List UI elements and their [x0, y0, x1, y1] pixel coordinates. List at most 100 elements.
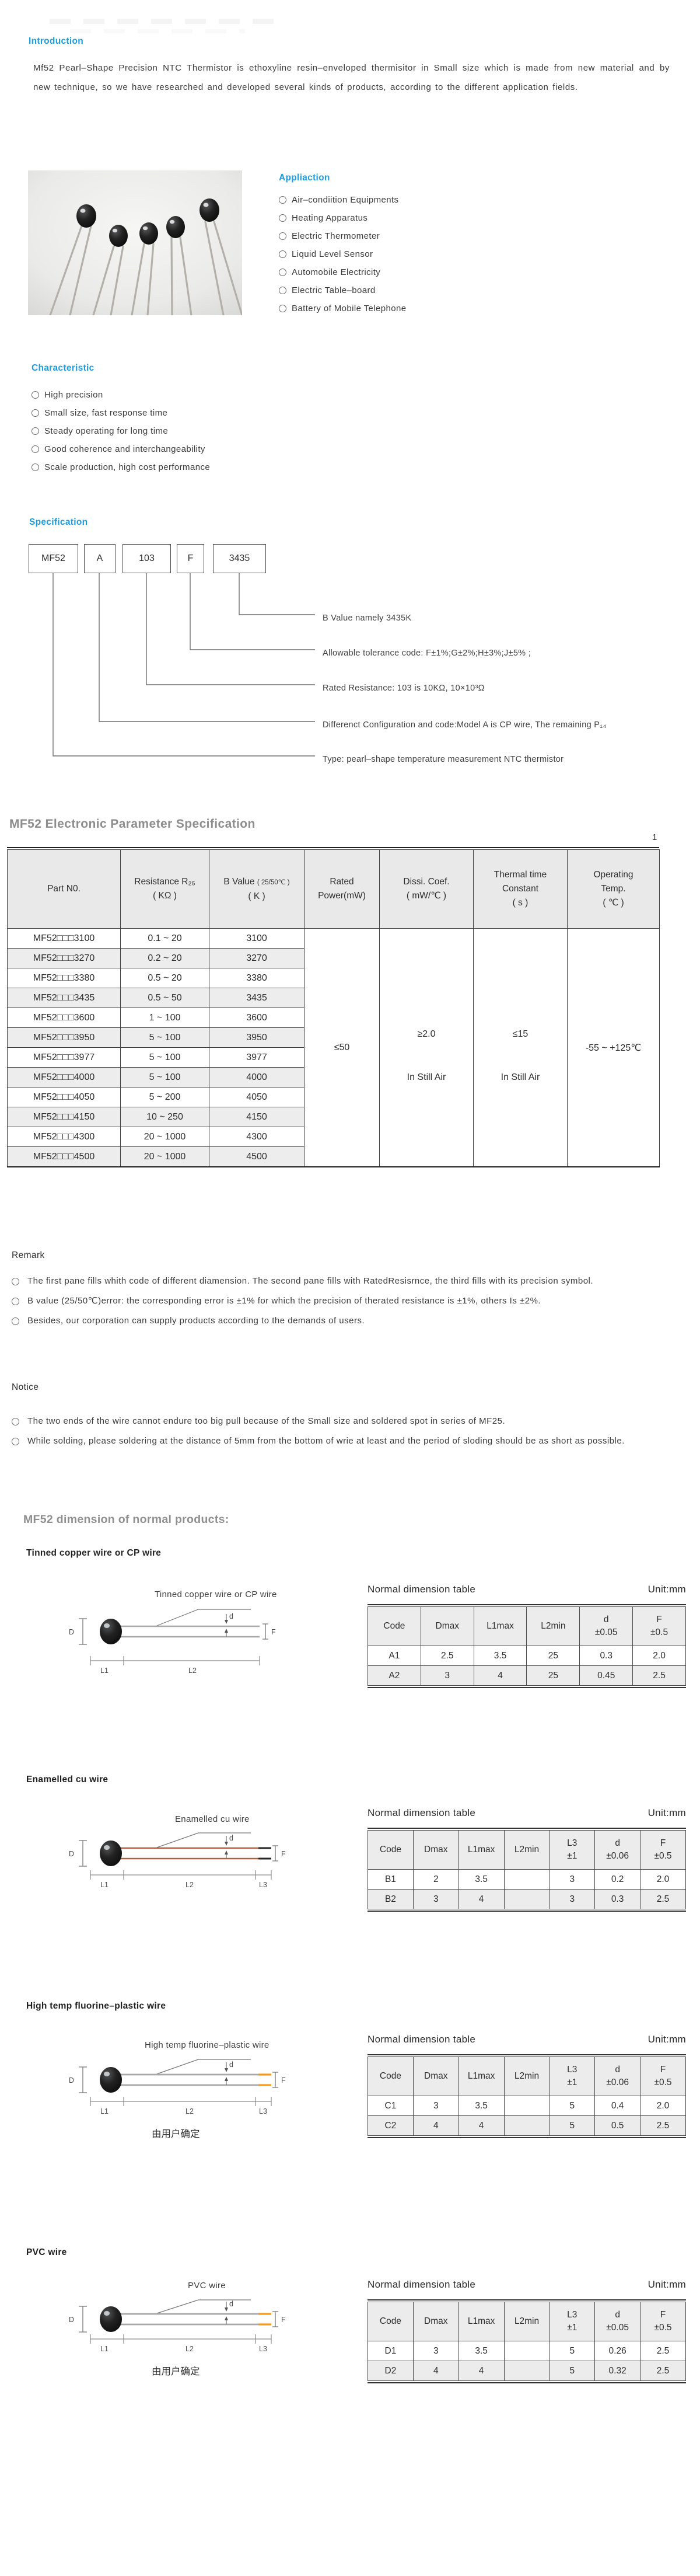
table-header-row: Code Dmax L1max L2min L3 ±1 d ±0.06 F ±0.5: [368, 1830, 686, 1870]
rated-power-value: ≤50: [304, 928, 380, 1167]
characteristic-list: High precision Small size, fast response…: [32, 390, 210, 472]
dim-label-d: d: [229, 1834, 233, 1842]
col-operating: Operating Temp. ( ℃ ): [567, 849, 660, 929]
dim-label-L3: L3: [259, 2107, 267, 2115]
table-row: MF52□□□4300 20 ~ 1000 4300: [7, 1127, 660, 1147]
circle-bullet-icon: [12, 1418, 19, 1425]
table-row: C1 3 3.5 5 0.4 2.0: [368, 2096, 686, 2116]
dim-label-F: F: [271, 1628, 276, 1636]
circle-bullet-icon: [32, 445, 39, 453]
callout-type: Type: pearl–shape temperature measuremen…: [323, 755, 564, 764]
table-row: MF52□□□4500 20 ~ 1000 4500: [7, 1146, 660, 1167]
dim-label-L3: L3: [259, 2345, 267, 2353]
notice-heading: Notice: [12, 1382, 39, 1392]
spec-connector-lines: [0, 573, 700, 777]
table-row: MF52□□□3977 5 ~ 100 3977: [7, 1047, 660, 1068]
list-item: Air–condiition Equipments: [279, 195, 406, 205]
circle-bullet-icon: [12, 1298, 19, 1305]
callout-resistance: Rated Resistance: 103 is 10KΩ, 10×10³Ω: [323, 684, 485, 693]
circle-bullet-icon: [279, 250, 286, 258]
unit-label: Unit:mm: [648, 2034, 686, 2045]
section-heading-fluorine: High temp fluorine–plastic wire: [26, 2001, 166, 2011]
diagram-label: PVC wire: [188, 2281, 226, 2291]
notice-list: The two ends of the wire cannot endure t…: [12, 1411, 664, 1451]
thermistor-photo: [28, 170, 243, 318]
dim-label-L2: L2: [186, 2345, 194, 2353]
spec-box-f: F: [177, 544, 204, 573]
circle-bullet-icon: [32, 391, 39, 399]
diagram-pvc-wire: PVC wire D d F L1 L2 L3 由用户确定: [23, 2270, 338, 2386]
table-title: Normal dimension table: [368, 1584, 476, 1595]
diagram-enamelled-wire: Enamelled cu wire D d F L1 L2 L3: [23, 1804, 338, 1894]
table-header-row: Part N0. Resistance R₂₅ ( KΩ ) B Value (…: [7, 849, 660, 929]
circle-bullet-icon: [32, 427, 39, 435]
circle-bullet-icon: [12, 1317, 19, 1325]
list-item: Electric Table–board: [279, 285, 406, 295]
dim-label-L1: L1: [100, 1881, 108, 1889]
circle-bullet-icon: [32, 409, 39, 417]
remark-heading: Remark: [12, 1250, 45, 1260]
circle-bullet-icon: [279, 196, 286, 204]
dim-label-F: F: [281, 2076, 286, 2084]
table-row: C2 4 4 5 0.5 2.5: [368, 2115, 686, 2136]
dim-label-L3: L3: [259, 1881, 267, 1889]
table-header-row: Code Dmax L1max L2min d ±0.05 F ±0.5: [368, 1606, 686, 1646]
characteristic-heading: Characteristic: [32, 363, 94, 373]
dim-label-F: F: [281, 1850, 286, 1858]
list-item: Small size, fast response time: [32, 408, 210, 418]
callout-bvalue: B Value namely 3435K: [323, 614, 412, 623]
page-number: 1: [652, 832, 657, 842]
spec-box-103: 103: [123, 544, 171, 573]
dim-label-D: D: [69, 1850, 74, 1858]
callout-config: Differenct Configuration and code:Model …: [323, 720, 607, 730]
spec-box-a: A: [84, 544, 116, 573]
dim-label-D: D: [69, 2316, 74, 2324]
circle-bullet-icon: [279, 269, 286, 276]
table-header-row: Code Dmax L1max L2min L3 ±1 d ±0.05 F ±0.5: [368, 2302, 686, 2341]
table-row: D1 3 3.5 5 0.26 2.5: [368, 2341, 686, 2361]
intro-heading: Introduction: [29, 36, 83, 46]
specification-heading: Specification: [29, 517, 88, 527]
circle-bullet-icon: [279, 214, 286, 222]
circle-bullet-icon: [12, 1438, 19, 1445]
list-item: Liquid Level Sensor: [279, 249, 406, 259]
diagram-tinned-wire: Tinned copper wire or CP wire D d F L1 L…: [23, 1579, 338, 1680]
logo-remnant-2: [70, 29, 245, 33]
intro-paragraph: Mf52 Pearl–Shape Precision NTC Thermisto…: [33, 63, 670, 92]
list-item: Good coherence and interchangeability: [32, 444, 210, 454]
dimension-table-pvc: Normal dimension table Unit:mm Code Dmax…: [368, 2279, 686, 2383]
col-part: Part N0.: [7, 849, 121, 929]
application-heading: Appliaction: [279, 173, 330, 183]
dim-label-d: d: [229, 1612, 233, 1620]
diagram-label: Enamelled cu wire: [175, 1814, 250, 1824]
list-item: Steady operating for long time: [32, 426, 210, 436]
circle-bullet-icon: [279, 305, 286, 312]
dim-label-L1: L1: [100, 2345, 108, 2353]
unit-label: Unit:mm: [648, 1584, 686, 1595]
callout-tolerance: Allowable tolerance code: F±1%;G±2%;H±3%…: [323, 649, 531, 658]
section-heading-enamelled: Enamelled cu wire: [26, 1775, 108, 1784]
list-item: Electric Thermometer: [279, 231, 406, 241]
col-resistance: Resistance R₂₅ ( KΩ ): [120, 849, 209, 929]
dim-label-d: d: [229, 2061, 233, 2069]
table-row: MF52□□□3100 0.1 ~ 20 3100 ≤50 ≥2.0 In Sti…: [7, 928, 660, 1167]
list-item: Automobile Electricity: [279, 267, 406, 277]
unit-label: Unit:mm: [648, 1807, 686, 1818]
dim-label-F: F: [281, 2316, 286, 2324]
dimensions-heading: MF52 dimension of normal products:: [23, 1513, 229, 1526]
user-defined-note: 由用户确定: [152, 2128, 200, 2139]
table-row: A2 3 4 25 0.45 2.5: [368, 1665, 686, 1686]
table-row: MF52□□□3950 5 ~ 100 3950: [7, 1027, 660, 1048]
notice-item: While solding, please soldering at the d…: [12, 1431, 664, 1451]
table-row: D2 4 4 5 0.32 2.5: [368, 2361, 686, 2381]
dim-label-L1: L1: [100, 1667, 108, 1675]
list-item: Battery of Mobile Telephone: [279, 304, 406, 313]
list-item: High precision: [32, 390, 210, 400]
col-dissi-coef: Dissi. Coef. ( mW/℃ ): [379, 849, 474, 929]
user-defined-note: 由用户确定: [152, 2366, 200, 2377]
list-item: Heating Apparatus: [279, 213, 406, 223]
circle-bullet-icon: [32, 463, 39, 471]
dimension-table-tinned: Normal dimension table Unit:mm Code Dmax…: [368, 1584, 686, 1688]
dim-label-L2: L2: [186, 2107, 194, 2115]
